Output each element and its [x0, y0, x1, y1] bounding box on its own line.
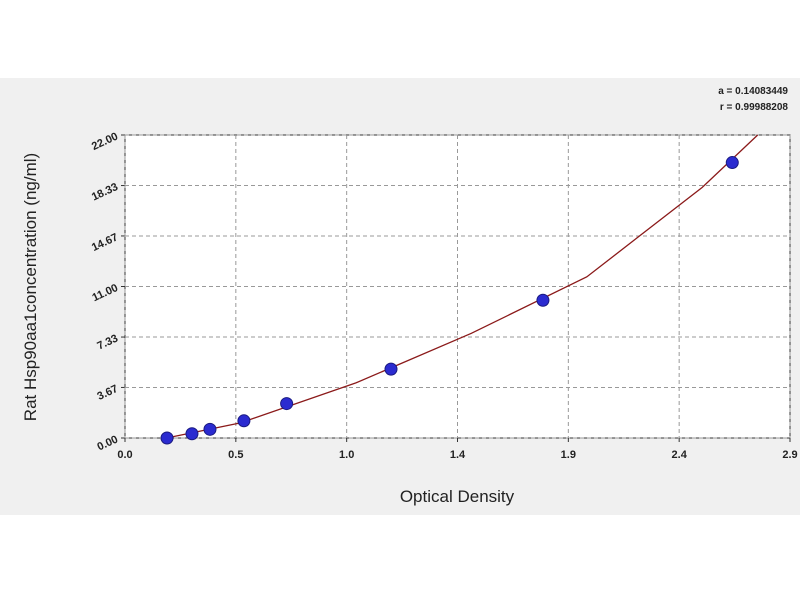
data-point — [384, 362, 398, 376]
data-point — [160, 431, 174, 445]
x-tick-label: 2.4 — [672, 449, 688, 461]
x-tick-label: 1.4 — [450, 449, 466, 461]
data-point — [203, 422, 217, 436]
x-tick-label: 2.9 — [782, 449, 797, 461]
x-tick-label: 1.0 — [339, 449, 354, 461]
x-axis-label: Optical Density — [400, 487, 515, 506]
data-point — [280, 397, 294, 411]
data-point — [185, 427, 199, 441]
x-tick-label: 0.5 — [228, 449, 243, 461]
y-axis-label: Rat Hsp90aa1concentration (ng/ml) — [21, 153, 40, 421]
x-tick-label: 1.9 — [561, 449, 576, 461]
annotation: a = 0.14083449 — [718, 86, 788, 97]
annotation: r = 0.99988208 — [720, 102, 789, 113]
data-point — [725, 156, 739, 170]
data-point — [536, 293, 550, 307]
x-tick-label: 0.0 — [117, 449, 132, 461]
data-point — [237, 414, 251, 428]
